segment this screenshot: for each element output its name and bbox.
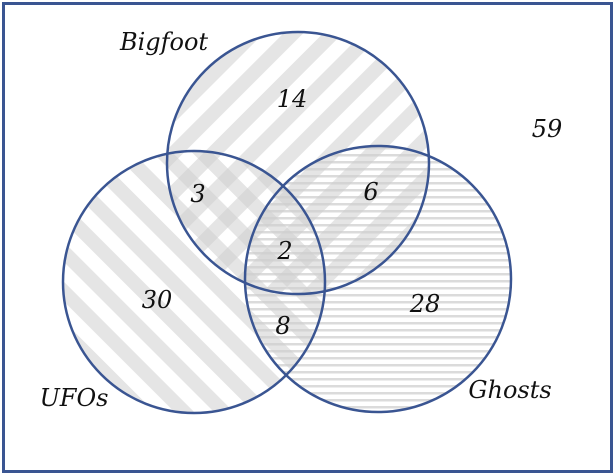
ghosts-label: Ghosts [468,376,551,404]
ghosts-circle [243,144,513,414]
region-none: 59 [532,115,563,143]
region-ghosts-only: 28 [409,290,441,318]
ufos-label: UFOs [40,384,109,412]
bigfoot-label: Bigfoot [119,28,208,56]
region-bigfoot-only: 14 [277,85,308,113]
bigfoot-circle [165,30,431,296]
region-all-three: 2 [276,237,292,265]
region-bigfoot-ghosts: 6 [363,178,378,206]
region-ufos-only: 30 [142,286,173,314]
ghosts-circle-fill [245,146,511,412]
region-ufos-ghosts: 8 [275,312,290,340]
region-bigfoot-ufos: 3 [190,180,205,208]
ufos-circle [61,149,327,415]
